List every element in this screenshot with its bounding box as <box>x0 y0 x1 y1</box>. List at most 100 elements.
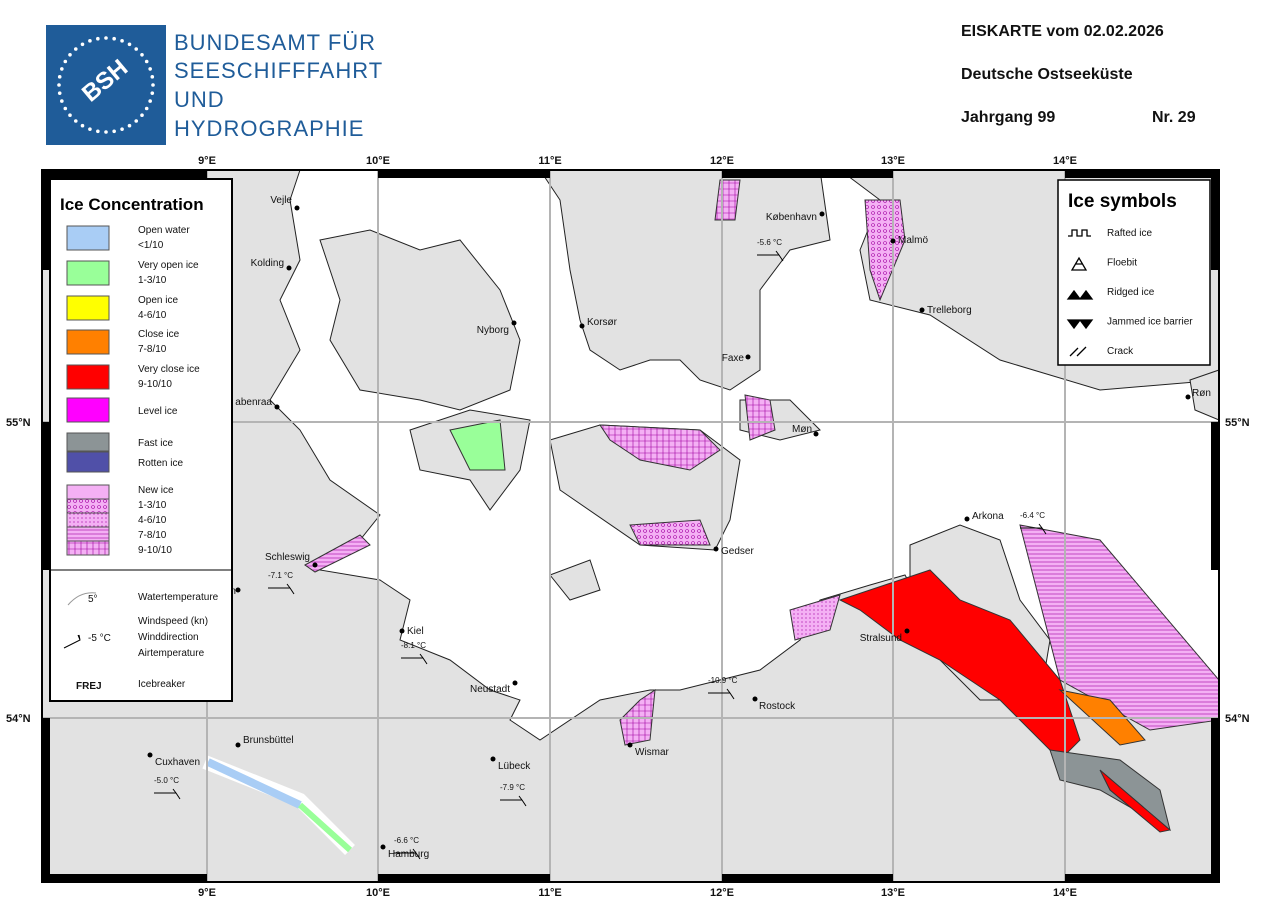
place-dot <box>890 238 896 244</box>
legend-icon <box>67 592 97 606</box>
legend-label: Very open ice <box>138 260 199 271</box>
place-dot <box>512 680 518 686</box>
frame-bar <box>1065 874 1219 882</box>
lat-label: 54°N <box>6 713 31 725</box>
org-line: UND <box>174 87 225 112</box>
place-label: Wismar <box>635 747 670 758</box>
legend-swatch <box>66 451 110 473</box>
lon-label: 12°E <box>710 155 734 167</box>
legend-label: Airtemperature <box>138 648 205 659</box>
wind-barb <box>500 795 527 807</box>
symbols-title: Ice symbols <box>1068 191 1177 212</box>
place-label: Stralsund <box>860 633 902 644</box>
place-dot <box>813 431 819 437</box>
logo-dot <box>120 127 124 131</box>
logo-dot <box>88 127 92 131</box>
lon-label: 9°E <box>198 887 216 898</box>
place-dot <box>235 587 241 593</box>
lon-label: 10°E <box>366 887 390 898</box>
place-label: Brunsbüttel <box>243 735 294 746</box>
legend-label: Very close ice <box>138 364 200 375</box>
air-temperature: -6.4 °C <box>1020 511 1045 520</box>
legend-label: Level ice <box>138 406 178 417</box>
place-label: Gedser <box>721 546 754 557</box>
air-temperature: -7.1 °C <box>268 571 293 580</box>
place-label: Trelleborg <box>927 305 972 316</box>
place-dot <box>312 562 318 568</box>
place-dot <box>713 546 719 552</box>
ice-symbols: Ice symbols Rafted ice Floebit Ridged ice J… <box>1057 179 1211 366</box>
chart-title: EISKARTE vom 02.02.2026 <box>961 23 1164 40</box>
frame-bar <box>1065 170 1219 178</box>
place-label: Kolding <box>251 258 284 269</box>
legend-label: Close ice <box>138 329 180 340</box>
legend-swatch <box>66 512 110 528</box>
legend-swatch <box>66 329 110 355</box>
place-dot <box>380 844 386 850</box>
place-label: Faxe <box>722 353 745 364</box>
frame-bar <box>378 170 550 178</box>
logo-dot <box>73 119 78 123</box>
ice-symbol-label: Rafted ice <box>1107 228 1152 239</box>
legend-icon <box>63 634 81 649</box>
logo-dot <box>140 52 144 57</box>
place-dot <box>627 742 633 748</box>
air-temperature: -8.1 °C <box>401 641 426 650</box>
place-dot <box>745 354 751 360</box>
logo-dot <box>96 129 100 134</box>
logo-dot <box>96 36 100 41</box>
legend-label: 7-8/10 <box>138 344 167 355</box>
frame-bar <box>42 718 50 882</box>
ice-symbol-icon <box>1070 256 1088 271</box>
place-label: Røn <box>1192 388 1211 399</box>
org-line: SEESCHIFFFAHRT <box>174 58 383 83</box>
place-label: Nyborg <box>477 325 509 336</box>
place-dot <box>274 404 280 410</box>
logo-dot <box>150 91 155 95</box>
wind-barb <box>757 250 784 262</box>
place-label: Schleswig <box>265 552 310 563</box>
ice-areas <box>206 179 1220 853</box>
logo-dot <box>104 130 108 134</box>
ice-symbol-icon <box>1066 289 1094 300</box>
wind-barb <box>154 788 181 800</box>
logo-dot <box>73 47 78 51</box>
legend-label: 1-3/10 <box>138 275 167 286</box>
legend-label: 7-8/10 <box>138 530 167 541</box>
place-label: Arkona <box>972 511 1004 522</box>
wind-barb <box>708 688 735 700</box>
issue-number: Nr. 29 <box>1152 109 1196 126</box>
logo-dot <box>140 113 144 118</box>
logo-dot <box>120 39 124 43</box>
lon-label: 13°E <box>881 887 905 898</box>
logo-dot <box>127 123 132 128</box>
place-dot <box>147 752 153 758</box>
place-dot <box>235 742 241 748</box>
map-frame <box>42 170 1219 882</box>
org-line: HYDROGRAPHIE <box>174 116 364 141</box>
lat-label: 55°N <box>1225 417 1250 429</box>
legend-label: 1-3/10 <box>138 500 167 511</box>
logo-dot <box>60 67 64 71</box>
legend-swatch <box>66 498 110 514</box>
wind-barb <box>401 653 428 665</box>
place-dot <box>904 628 910 634</box>
logo-dot <box>57 83 61 87</box>
legend-label: Winddirection <box>138 632 199 643</box>
place-label: Neustadt <box>470 684 510 695</box>
air-temperature: -10.9 °C <box>708 676 738 685</box>
region: Deutsche Ostseeküste <box>961 66 1133 83</box>
logo-box <box>46 25 166 145</box>
wind-barb <box>268 583 295 595</box>
ice-symbol-label: Jammed ice barrier <box>1107 317 1193 328</box>
logo-dot <box>112 36 116 41</box>
legend-label: Watertemperature <box>138 592 219 603</box>
legend-sample: 5° <box>88 594 98 605</box>
place-dot <box>964 516 970 522</box>
place-label: Vejle <box>270 195 292 206</box>
place-label: Hamburg <box>388 849 429 860</box>
place-label: Møn <box>792 424 812 435</box>
place-label: Korsør <box>587 317 618 328</box>
ice-symbol-icon <box>1068 229 1091 237</box>
